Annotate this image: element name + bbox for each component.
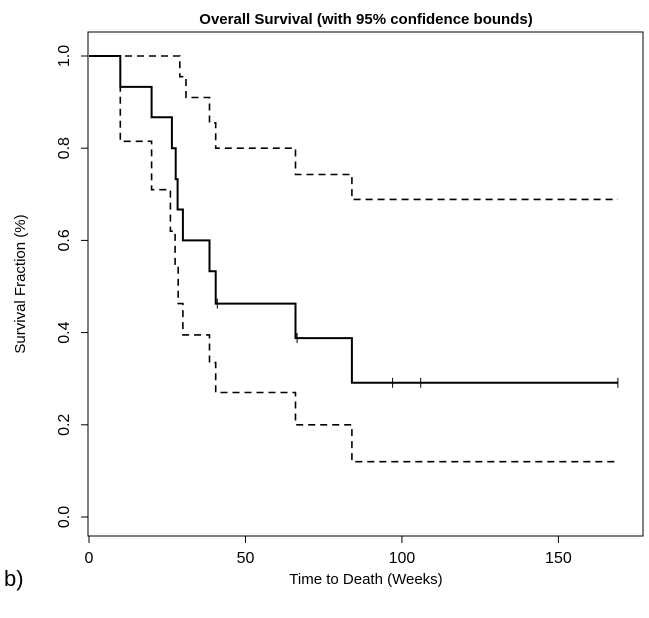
y-tick-label: 1.0 <box>56 45 73 67</box>
y-tick-label: 0.4 <box>56 321 73 343</box>
y-tick-label: 0.0 <box>56 506 73 528</box>
plot-frame <box>87 31 644 537</box>
y-tick-label: 0.8 <box>56 137 73 159</box>
y-tick-label: 0.6 <box>56 229 73 251</box>
x-tick-label: 150 <box>545 550 572 567</box>
x-axis-label: Time to Death (Weeks) <box>289 571 442 588</box>
x-tick-label: 100 <box>389 550 416 567</box>
censor-marks <box>216 298 619 388</box>
y-axis: 0.0 0.2 0.4 0.6 0.8 1.0 <box>56 45 88 528</box>
series-line-1-estimate <box>89 55 618 384</box>
series-layer <box>89 55 618 463</box>
y-axis-label: Survival Fraction (%) <box>12 214 29 353</box>
x-tick-label: 0 <box>85 550 94 567</box>
panel-label: b) <box>4 566 24 591</box>
x-tick-label: 50 <box>237 550 255 567</box>
series-line-3-bound <box>89 55 618 463</box>
x-axis: 0 50 100 150 <box>85 536 572 567</box>
y-tick-label: 0.2 <box>56 414 73 436</box>
chart-title: Overall Survival (with 95% confidence bo… <box>199 11 532 28</box>
series-line-2-bound <box>89 55 618 201</box>
